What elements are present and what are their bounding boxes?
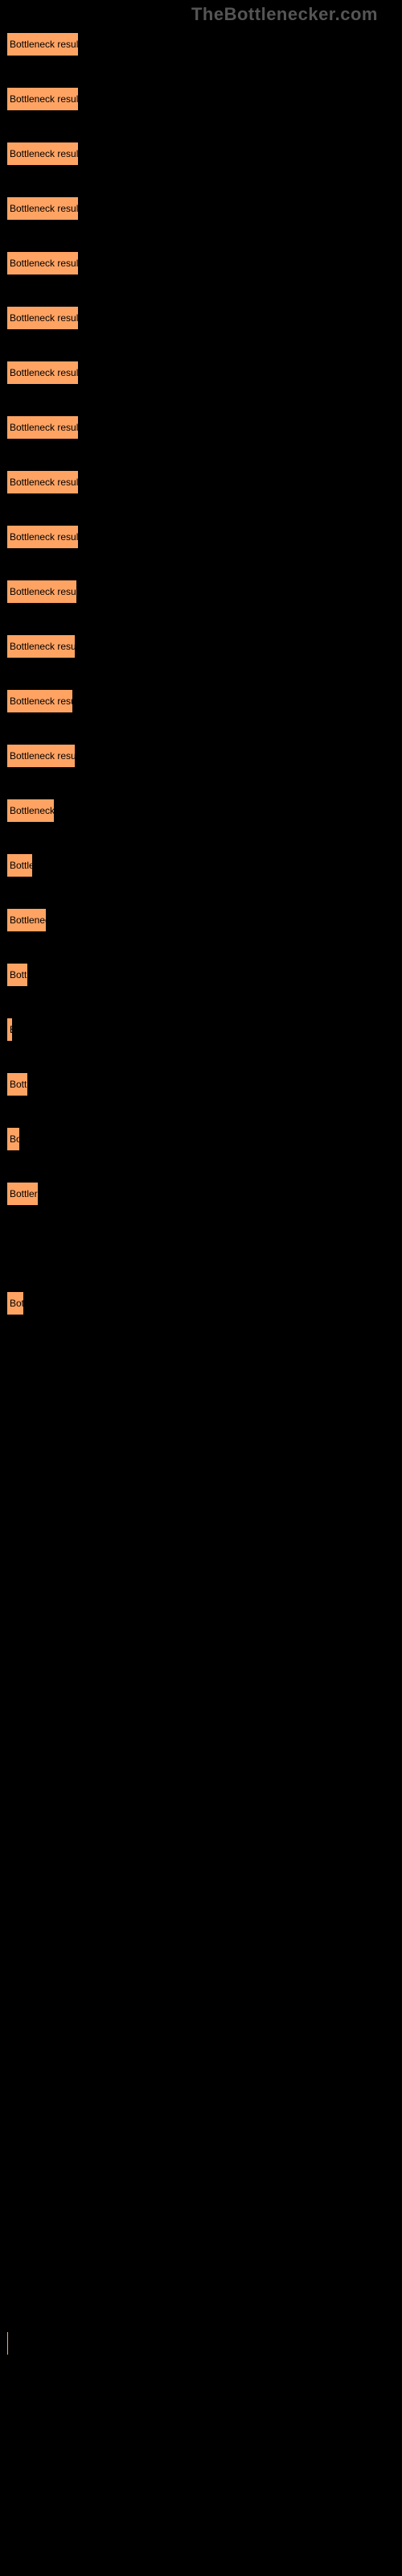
bar-label: Bottleneck result [7,148,78,159]
bar-row: Bottleneck result [6,525,402,549]
chart-bar: Bottleneck resu [6,634,76,658]
bar-row [6,2222,402,2246]
chart-bar: Bottleneck result [6,415,79,440]
chart-bar: Bottleneck result [6,361,79,385]
chart-bar: Bottleneck [6,799,55,823]
bar-row [6,1839,402,1863]
bar-label: Bottleneck result [7,367,78,378]
bar-row [6,2331,402,2355]
bar-row: Bottleneck result [6,415,402,440]
bar-label: Bottleneck result [7,258,78,269]
bar-row [6,1729,402,1753]
bar-label: Bottleneck result [7,531,78,543]
bar-label: B [7,1024,12,1035]
bar-row [6,1620,402,1644]
chart-bar: Bottle [6,853,33,877]
bar-row: Bottleneck result [6,142,402,166]
bar-row: Bottleneck resu [6,744,402,768]
watermark-text: TheBottlenecker.com [191,4,378,25]
bar-row [6,2441,402,2465]
chart-bar: Bo [6,1127,20,1151]
chart-bar: Bottleneck result [6,196,79,221]
bar-row [6,1784,402,1808]
bar-label: Bottleneck result [7,39,78,50]
bar-row: Bott [6,963,402,987]
bar-row: Bottleneck result [6,87,402,111]
bar-label: Bott [7,1079,27,1090]
bar-row [6,2167,402,2191]
bar-label: Bottleneck resu [7,641,75,652]
bar-label: Bottleneck resu [7,750,75,762]
bar-label: Bottleneck resu [7,696,72,707]
bar-row [6,2496,402,2520]
bar-row [6,1948,402,1972]
bar-row: Bottleneck resu [6,689,402,713]
bar-row: Bottleneck result [6,251,402,275]
bar-row: Bottleneck result [6,306,402,330]
bar-label: Bo [7,1133,19,1145]
bar-row: Bottle [6,853,402,877]
bar-row: Bo [6,1127,402,1151]
chart-bar: Bottleneck result [6,580,77,604]
bar-row: Bottleneck resu [6,634,402,658]
chart-bar: Bottleneck result [6,32,79,56]
bar-label: Bottleneck result [7,203,78,214]
chart-bar: B [6,1018,13,1042]
bar-label: Bott [7,969,27,980]
chart-bar: Bottleneck result [6,525,79,549]
chart-bar: Bottleneck resu [6,744,76,768]
chart-bar: Bottlenec [6,908,47,932]
bar-row: Bottler [6,1182,402,1206]
chart-bar: Bottleneck result [6,470,79,494]
bar-row [6,1893,402,1918]
bar-label: Bottler [7,1188,38,1199]
chart-bar: Bottleneck result [6,142,79,166]
bar-row: Bottleneck result [6,196,402,221]
bar-row [6,1455,402,1480]
chart-bar: Bott [6,963,28,987]
bar-row: Bottleneck [6,799,402,823]
chart-bar: Bottleneck result [6,87,79,111]
bar-row [6,1346,402,1370]
bar-label: Bottleneck result [7,422,78,433]
bar-row [6,1510,402,1534]
bar-label: Bottle [7,860,32,871]
bar-row [6,1236,402,1261]
bar-row: B [6,1018,402,1042]
bar-row: Bott [6,1072,402,1096]
bar-row: Bottlenec [6,908,402,932]
chart-bar: Bot [6,1291,24,1315]
bar-label: Bottleneck result [7,586,76,597]
chart-bar: Bottleneck resu [6,689,73,713]
bar-row [6,2386,402,2410]
bar-chart: Bottleneck result Bottleneck result Bottle… [0,0,402,2520]
bar-label: Bot [7,1298,23,1309]
bar-row [6,2058,402,2082]
chart-bar: Bottleneck result [6,251,79,275]
bar-label: Bottlenec [7,914,46,926]
bar-row [6,1565,402,1589]
bar-row: Bot [6,1291,402,1315]
bar-row: Bottleneck result [6,580,402,604]
chart-bar: Bottler [6,1182,39,1206]
chart-bar [6,2331,9,2355]
bar-label: Bottleneck [7,805,54,816]
bar-label: Bottleneck result [7,93,78,105]
bar-row [6,2112,402,2136]
chart-bar: Bott [6,1072,28,1096]
bar-row: Bottleneck result [6,470,402,494]
chart-bar: Bottleneck result [6,306,79,330]
bar-label: Bottleneck result [7,312,78,324]
bar-label: Bottleneck result [7,477,78,488]
bar-row [6,1401,402,1425]
bar-row: Bottleneck result [6,32,402,56]
bar-row [6,2003,402,2027]
bar-row: Bottleneck result [6,361,402,385]
bar-row [6,1674,402,1699]
bar-row [6,2277,402,2301]
